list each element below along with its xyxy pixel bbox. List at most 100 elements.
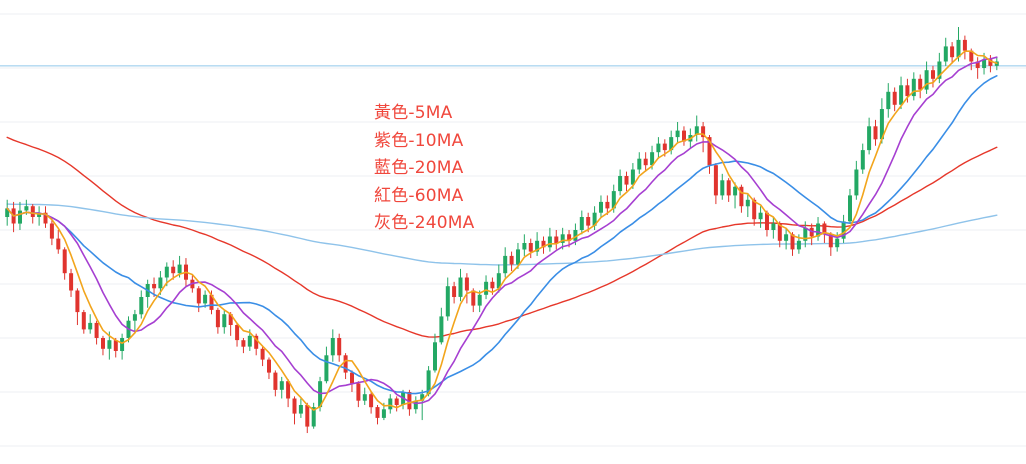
legend-item-240ma: 灰色-240MA [374, 213, 475, 233]
candle-up [5, 208, 10, 217]
legend-item-5ma: 黃色-5MA [374, 103, 453, 123]
candle-down [101, 338, 105, 349]
candle-down [75, 290, 80, 313]
candle-up [784, 234, 789, 241]
candle-up [547, 236, 552, 248]
candle-down [931, 70, 935, 79]
candle-up [24, 206, 29, 211]
candle-up [886, 91, 891, 110]
candle-down [209, 294, 214, 310]
candle-down [235, 325, 240, 341]
candle-up [573, 230, 578, 241]
candle-up [362, 394, 367, 401]
candle-up [37, 212, 42, 217]
candle-up [222, 314, 227, 328]
candle-up [867, 126, 872, 151]
candle-up [745, 199, 750, 207]
candle-up [841, 221, 846, 239]
legend-item-10ma: 紫色-10MA [374, 130, 464, 151]
ma-line-10 [6, 56, 998, 405]
candle-down [81, 312, 86, 330]
candle-down [369, 394, 374, 408]
ma-line-60 [6, 136, 998, 338]
candle-down [726, 180, 731, 196]
candle-down [471, 290, 476, 306]
candle-down [528, 243, 533, 252]
candle-up [298, 405, 303, 414]
candle-up [426, 370, 431, 395]
candle-up [982, 59, 987, 68]
candle-up [330, 338, 335, 356]
candle-up [924, 70, 929, 90]
candle-down [196, 288, 201, 304]
candle-up [522, 243, 527, 250]
candle-down [701, 126, 706, 138]
candle-up [816, 223, 821, 237]
candle-up [177, 264, 182, 274]
candle-up [599, 201, 603, 213]
candle-up [611, 191, 616, 209]
candle-up [439, 316, 444, 343]
candle-down [464, 277, 469, 291]
candle-up [899, 85, 904, 105]
candle-down [241, 340, 246, 347]
candle-down [662, 143, 667, 151]
candle-down [739, 186, 744, 207]
candle-down [407, 392, 412, 410]
candle-up [796, 240, 801, 250]
candle-up [496, 273, 501, 289]
ma-legend: 黃色-5MA 紫色-10MA 藍色-20MA 紅色-60MA 灰色-240MA [374, 100, 474, 238]
candle-up [503, 255, 508, 274]
candle-down [962, 39, 967, 51]
candle-up [618, 176, 623, 192]
candle-down [624, 176, 629, 185]
candle-down [828, 234, 833, 248]
ma-line-5 [6, 50, 998, 411]
candle-down [822, 223, 827, 235]
candle-down [554, 236, 559, 243]
candle-up [88, 322, 93, 330]
candle-up [484, 281, 489, 295]
candle-down [988, 59, 993, 66]
candle-up [943, 46, 948, 62]
candle-up [758, 212, 763, 220]
candle-up [650, 152, 655, 166]
candle-down [292, 398, 297, 414]
candle-down [152, 284, 157, 289]
candle-up [637, 158, 642, 170]
candle-up [854, 169, 859, 196]
legend-item-60ma: 紅色-60MA [374, 185, 464, 206]
candle-up [477, 294, 482, 306]
candle-up [803, 227, 808, 241]
candle-down [49, 223, 54, 239]
candle-up [279, 381, 284, 390]
candle-down [969, 50, 974, 62]
candle-down [94, 322, 99, 338]
candle-up [139, 297, 144, 315]
candle-up [433, 342, 437, 371]
candle-down [337, 338, 342, 356]
candle-down [62, 249, 67, 274]
candle-up [203, 294, 208, 304]
candle-up [592, 212, 597, 226]
candle-up [18, 210, 22, 224]
candle-down [286, 381, 291, 399]
candle-up [560, 234, 565, 243]
candle-up [771, 223, 776, 230]
candle-up [630, 169, 635, 185]
candle-down [586, 217, 591, 226]
candle-up [381, 409, 386, 418]
candle-down [873, 126, 878, 140]
candle-up [675, 130, 680, 138]
candle-up [694, 126, 699, 135]
candle-up [956, 39, 961, 58]
candle-up [420, 394, 425, 401]
candle-down [682, 130, 686, 142]
candle-up [879, 109, 884, 140]
candle-down [113, 340, 118, 351]
candle-down [171, 266, 176, 274]
candle-down [69, 273, 74, 291]
candle-down [541, 240, 546, 248]
candle-down [305, 405, 310, 427]
